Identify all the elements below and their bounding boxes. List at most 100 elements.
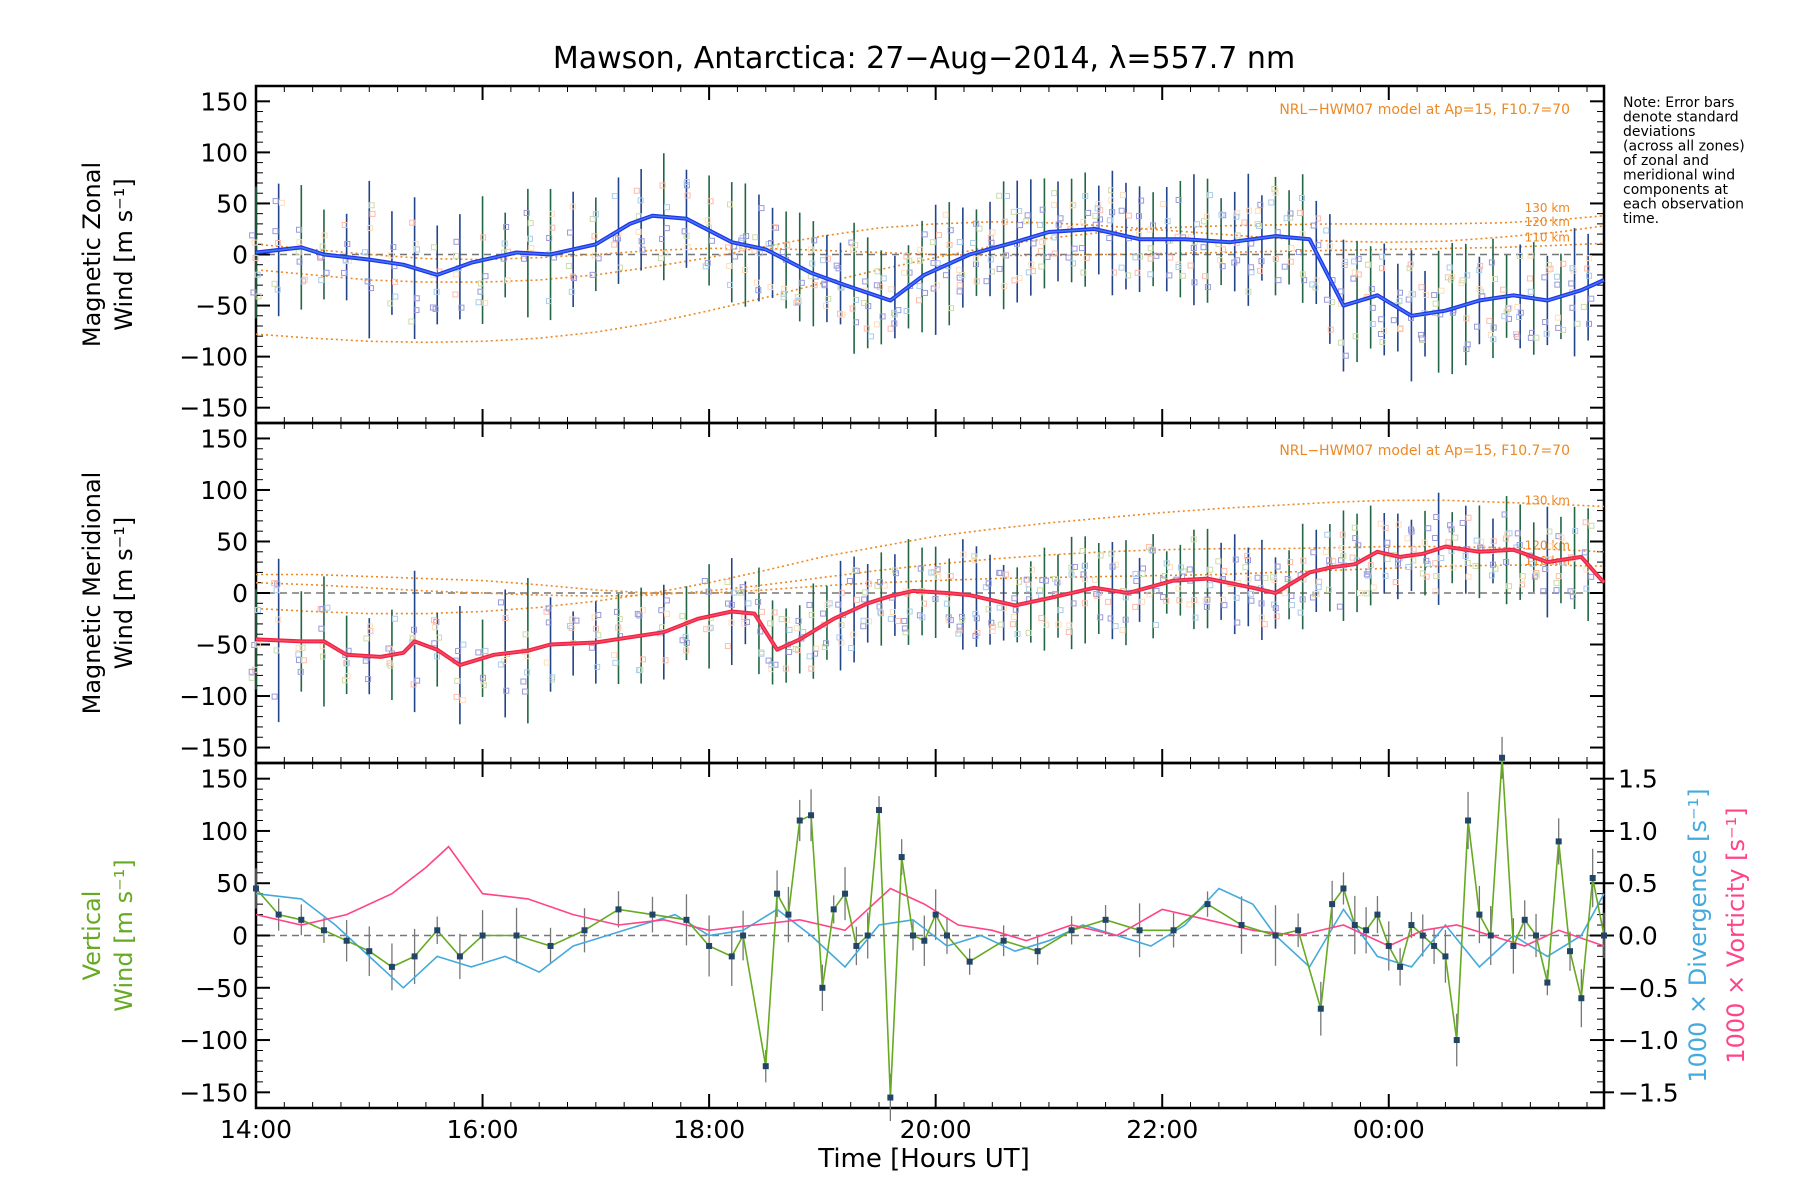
zone-point — [1421, 539, 1428, 546]
zone-point — [727, 201, 734, 208]
zone-point — [1107, 615, 1114, 622]
zone-point — [1221, 567, 1228, 574]
zone-point — [877, 608, 884, 615]
zone-point — [806, 653, 813, 660]
zone-point — [1125, 212, 1132, 219]
zone-point — [985, 580, 992, 587]
zone-point — [881, 582, 888, 589]
zone-point — [1287, 214, 1294, 221]
zone-point — [249, 232, 256, 239]
zone-point — [1146, 226, 1153, 233]
right-y-tick-label: 0.5 — [1618, 869, 1658, 898]
zone-point — [272, 228, 279, 235]
zone-point — [1203, 213, 1210, 220]
vertical-wind-point — [932, 911, 939, 918]
zone-point — [684, 192, 691, 199]
zone-point — [1248, 264, 1255, 271]
zone-point — [852, 296, 859, 303]
zone-point — [1167, 254, 1174, 261]
zone-point — [475, 649, 482, 656]
zone-point — [1433, 514, 1440, 521]
zone-point — [880, 275, 887, 282]
zone-point — [1078, 245, 1085, 252]
zone-point — [1139, 570, 1146, 577]
zone-point — [1586, 272, 1593, 279]
zone-point — [545, 605, 552, 612]
zone-point — [1547, 543, 1554, 550]
vertical-wind-line — [255, 757, 1605, 1098]
zone-point — [1132, 603, 1139, 610]
zone-point — [1474, 323, 1481, 330]
zone-point — [1106, 235, 1113, 242]
vertical-wind-point — [728, 953, 735, 960]
vertical-wind-point — [1068, 927, 1075, 934]
zone-point — [615, 624, 622, 631]
zone-point — [271, 280, 278, 287]
zone-point — [1160, 594, 1167, 601]
zone-point — [1350, 275, 1357, 282]
zone-point — [812, 650, 819, 657]
zone-point — [573, 617, 580, 624]
zone-point — [387, 662, 394, 669]
zone-point — [943, 600, 950, 607]
zone-point — [1069, 202, 1076, 209]
zone-point — [1328, 299, 1335, 306]
vorticity-line — [255, 845, 1605, 947]
zone-point — [786, 626, 793, 633]
zone-point — [1355, 542, 1362, 549]
zone-point — [1275, 277, 1282, 284]
vertical-wind-point — [1204, 901, 1211, 908]
y-axis-label-line2: Wind [m s⁻¹] — [110, 517, 138, 669]
zone-point — [1488, 572, 1495, 579]
zone-point — [1463, 315, 1470, 322]
vertical-wind-point — [808, 812, 815, 819]
zone-point — [1273, 613, 1280, 620]
vertical-wind-point — [966, 958, 973, 965]
zone-point — [1152, 621, 1159, 628]
zone-point — [903, 307, 910, 314]
vertical-wind-point — [943, 932, 950, 939]
zone-point — [524, 653, 531, 660]
zone-point — [254, 607, 261, 614]
y-tick-label: −100 — [179, 1026, 248, 1055]
x-tick-labels: 14:00 16:00 18:00 20:00 22:00 00:00 — [220, 1115, 1425, 1144]
vertical-wind-point — [1476, 911, 1483, 918]
zone-point — [565, 262, 572, 269]
zone-point — [1464, 559, 1471, 566]
zone-point — [1438, 287, 1445, 294]
zone-point — [955, 630, 962, 637]
zone-point — [1529, 560, 1536, 567]
zone-point — [1272, 189, 1279, 196]
vertical-wind-point — [1136, 927, 1143, 934]
zone-point — [1327, 326, 1334, 333]
zone-point — [724, 643, 731, 650]
zone-point — [988, 619, 995, 626]
zone-point — [1108, 197, 1115, 204]
zone-point — [271, 693, 278, 700]
zone-point — [1326, 557, 1333, 564]
zone-point — [273, 587, 280, 594]
zone-point — [724, 579, 731, 586]
zone-point — [1122, 616, 1129, 623]
vertical-wind-point — [1374, 911, 1381, 918]
zone-point — [971, 557, 978, 564]
zone-point — [1410, 546, 1417, 553]
zone-point — [895, 617, 902, 624]
zone-point — [726, 262, 733, 269]
zone-point — [860, 623, 867, 630]
model-caption: NRL−HWM07 model at Ap=15, F10.7=70 — [1279, 443, 1570, 459]
zone-point — [1503, 559, 1510, 566]
right-y-tick-label: −1.0 — [1618, 1026, 1679, 1055]
vertical-wind-point — [910, 932, 917, 939]
zonal-panel: 150 100 50 0 −50 −100 −150 Magnetic Zonal Wind [… — [78, 84, 1606, 425]
zone-point — [772, 244, 779, 251]
zone-point — [901, 269, 908, 276]
zone-point — [756, 250, 763, 257]
zone-point — [1316, 578, 1323, 585]
zone-point — [1118, 207, 1125, 214]
zone-point — [1378, 331, 1385, 338]
zone-point — [1071, 563, 1078, 570]
zone-point — [942, 211, 949, 218]
zone-point — [1553, 579, 1560, 586]
zone-point — [989, 229, 996, 236]
